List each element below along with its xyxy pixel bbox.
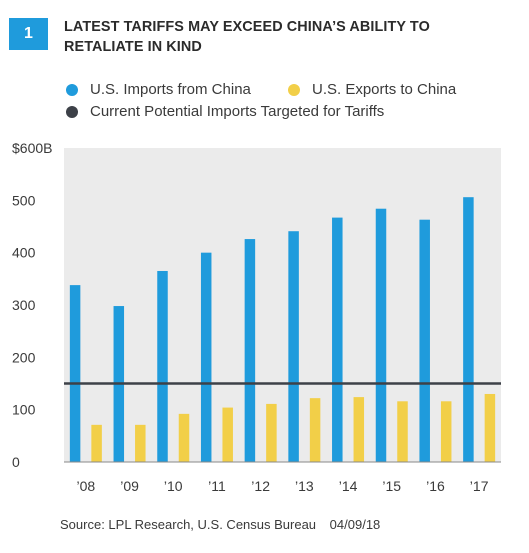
legend-swatch-exports — [288, 83, 300, 96]
exports-bar — [484, 393, 496, 462]
legend-label-threshold: Current Potential Imports Targeted for T… — [90, 103, 385, 120]
imports-bar — [200, 252, 212, 462]
legend-swatch-imports — [66, 83, 78, 96]
x-tick-label: ’11 — [208, 478, 226, 494]
x-tick-label: ’09 — [120, 478, 139, 494]
imports-bar — [288, 231, 299, 462]
imports-bar — [332, 217, 343, 462]
legend-label-exports: U.S. Exports to China — [312, 81, 457, 98]
chart-legend: U.S. Imports from China U.S. Exports to … — [0, 78, 529, 128]
imports-bar — [69, 285, 81, 462]
y-tick-label: 300 — [12, 297, 36, 313]
imports-bar — [157, 270, 168, 462]
imports-bar — [419, 219, 430, 462]
imports-bar — [375, 208, 387, 462]
exports-bar — [135, 424, 146, 462]
legend-item-exports: U.S. Exports to China — [288, 81, 456, 98]
imports-bar — [463, 197, 474, 462]
y-tick-label: 200 — [12, 349, 36, 365]
x-tick-label: ’10 — [164, 478, 183, 494]
exports-bar — [440, 401, 452, 462]
imports-bar — [244, 239, 256, 462]
y-tick-label: 500 — [12, 192, 36, 208]
x-tick-label: ’16 — [426, 478, 445, 494]
exports-bar — [397, 401, 408, 462]
chart-title: LATEST TARIFFS MAY EXCEED CHINA’S ABILIT… — [64, 18, 430, 55]
source-text: Source: LPL Research, U.S. Census Bureau — [60, 517, 317, 532]
legend-swatch-threshold — [66, 105, 78, 118]
source-date: 04/09/18 — [329, 517, 381, 532]
y-tick-label: 400 — [12, 245, 36, 261]
figure-number-badge: 1 — [9, 18, 48, 50]
x-tick-label: ’13 — [295, 478, 314, 494]
y-tick-label: 0 — [12, 454, 20, 470]
x-tick-label: ’15 — [382, 478, 401, 494]
exports-bar — [266, 403, 277, 462]
exports-bar — [222, 407, 233, 462]
legend-item-threshold: Current Potential Imports Targeted for T… — [66, 103, 384, 120]
exports-bar — [353, 397, 365, 462]
exports-bar — [178, 413, 190, 462]
exports-bar — [309, 398, 321, 462]
source-note: Source: LPL Research, U.S. Census Bureau… — [60, 517, 390, 532]
x-tick-label: ’14 — [339, 478, 358, 494]
x-tick-label: ’17 — [470, 478, 489, 494]
plot-background — [64, 148, 501, 462]
x-tick-label: ’08 — [77, 478, 96, 494]
legend-item-imports: U.S. Imports from China — [66, 81, 251, 98]
legend-label-imports: U.S. Imports from China — [90, 81, 251, 98]
y-tick-label: 100 — [12, 402, 36, 418]
x-tick-label: ’12 — [251, 478, 270, 494]
exports-bar — [91, 424, 102, 462]
y-tick-label: $600B — [12, 140, 52, 156]
